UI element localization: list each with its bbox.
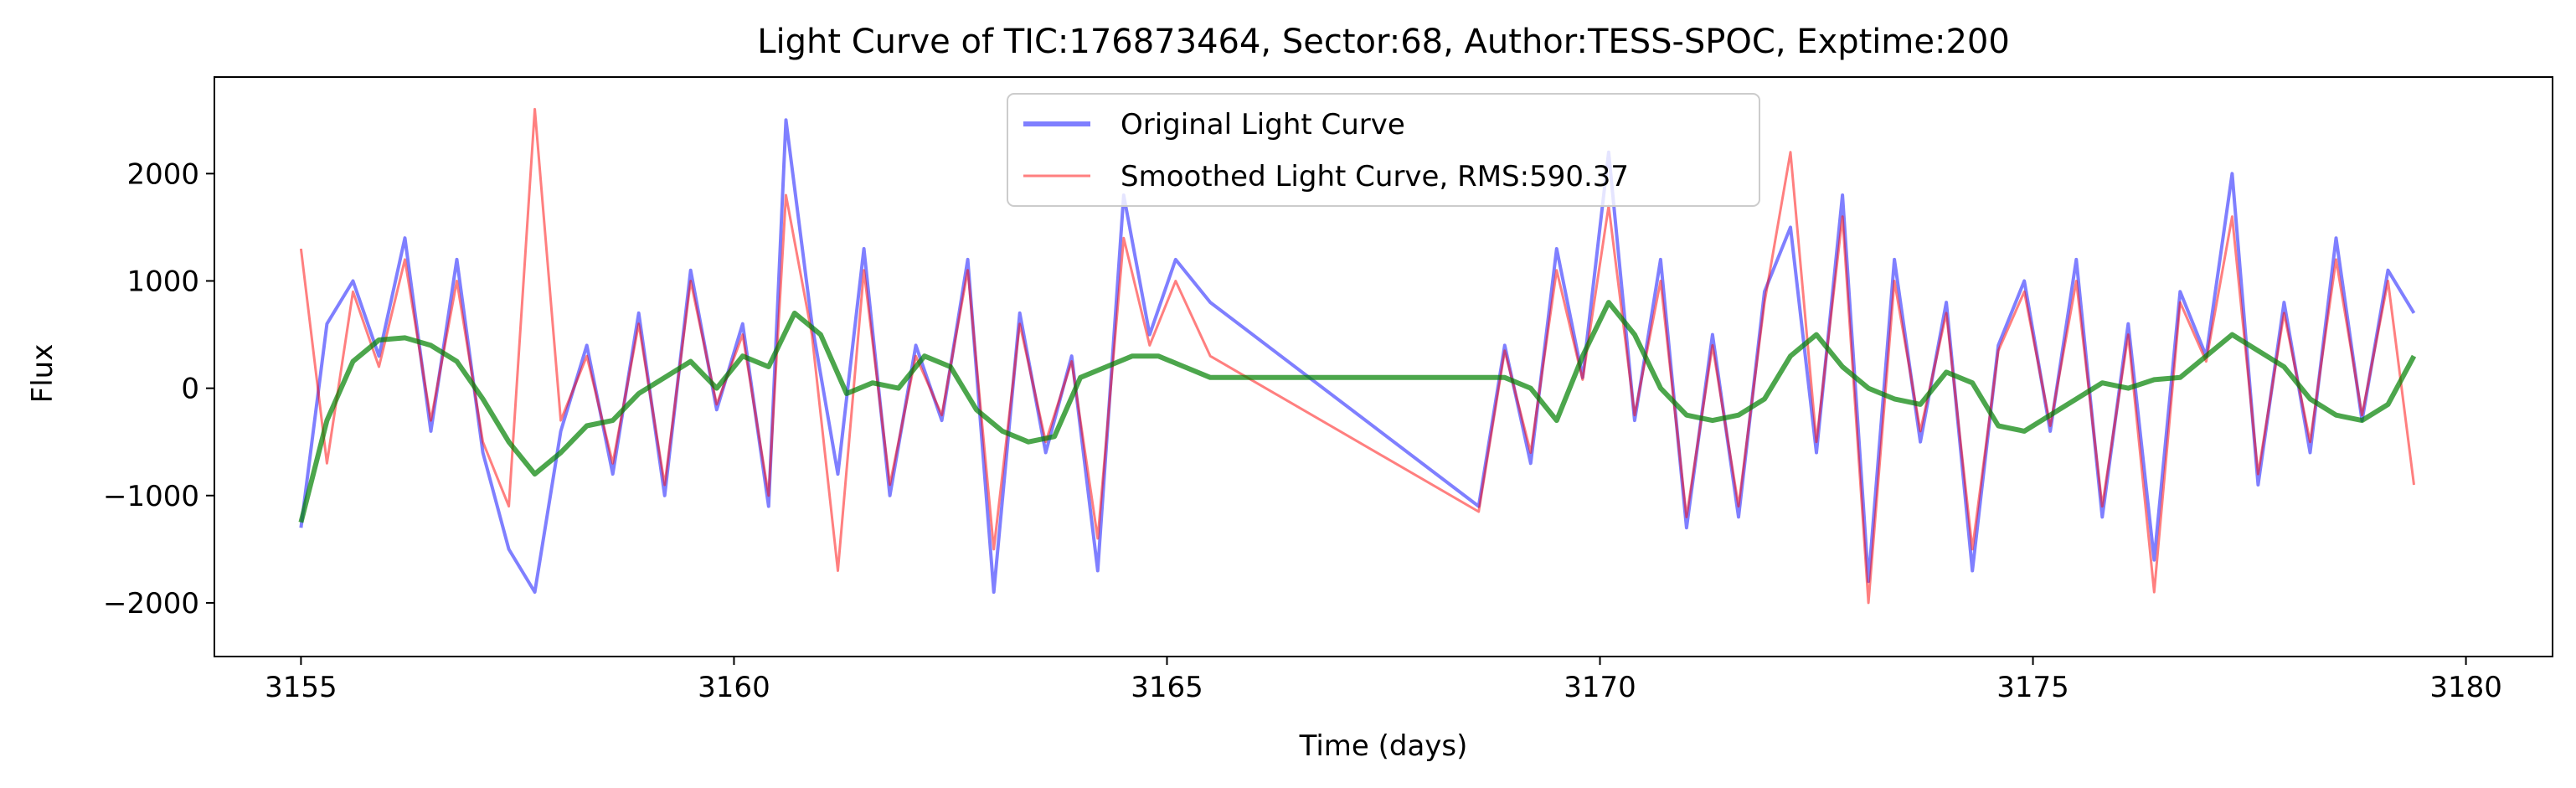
series-line-smoothed-light-curve — [299, 107, 2415, 605]
plot-frame — [214, 76, 2553, 657]
series-line-trend — [298, 300, 2417, 523]
legend-box — [1007, 93, 1760, 207]
x-tick-label: 3175 — [1996, 671, 2069, 704]
y-tick-label: 2000 — [126, 157, 199, 191]
x-axis-label: Time (days) — [1299, 729, 1468, 763]
x-tick-label: 3170 — [1564, 671, 1636, 704]
series-layer — [298, 107, 2417, 605]
legend-label-smoothed: Smoothed Light Curve, RMS:590.37 — [1121, 160, 1629, 193]
y-axis-label: Flux — [26, 344, 59, 404]
y-tick-label: 0 — [181, 373, 199, 406]
y-tick-label: 1000 — [126, 265, 199, 298]
x-tick-label: 3160 — [698, 671, 770, 704]
y-tick-label: −2000 — [103, 587, 199, 621]
legend-label-original: Original Light Curve — [1121, 108, 1405, 142]
chart-title: Light Curve of TIC:176873464, Sector:68,… — [757, 23, 2010, 61]
x-tick-label: 3155 — [265, 671, 337, 704]
y-axis-ticks: −2000 −1000 0 1000 2000 — [103, 157, 214, 621]
y-tick-label: −1000 — [103, 480, 199, 513]
x-axis-ticks: 3155 3160 3165 3170 3175 3180 — [265, 657, 2502, 704]
legend: Original Light Curve Smoothed Light Curv… — [1007, 93, 1760, 207]
x-tick-label: 3165 — [1131, 671, 1203, 704]
x-tick-label: 3180 — [2429, 671, 2502, 704]
